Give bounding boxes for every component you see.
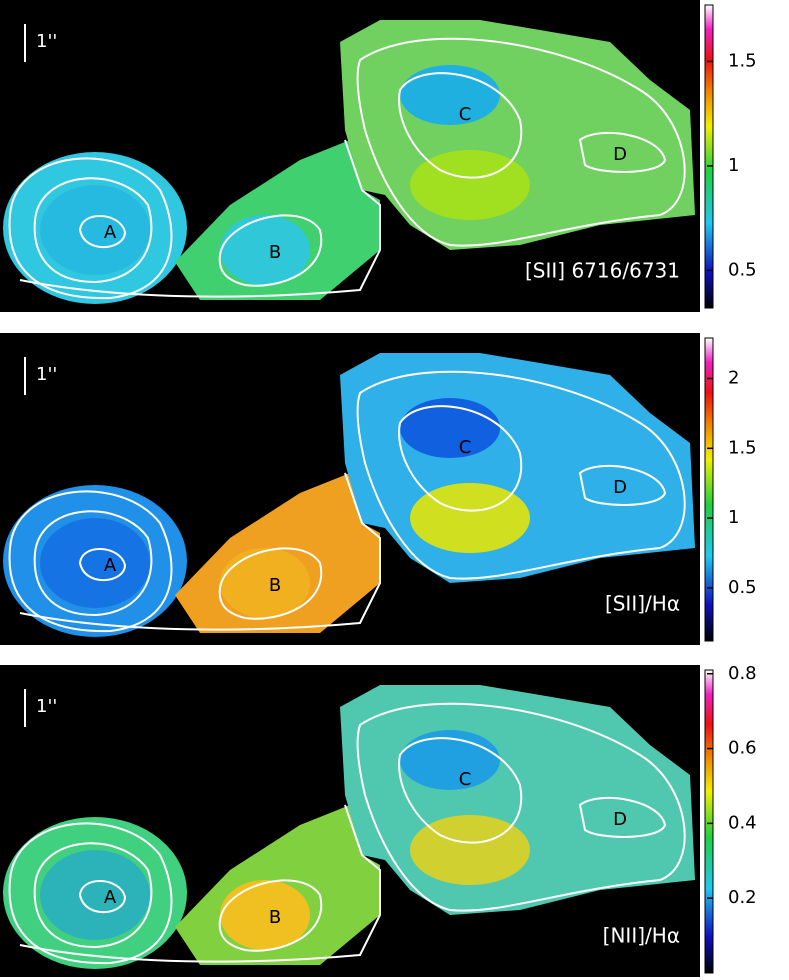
panel-title: [SII]/Hα bbox=[605, 592, 680, 616]
region-label: C bbox=[459, 437, 472, 458]
region-label: A bbox=[104, 222, 117, 243]
colorbar bbox=[704, 337, 714, 642]
colorbar-tick-label: 0.4 bbox=[728, 812, 757, 833]
colorbar-tick-label: 0.8 bbox=[728, 663, 757, 684]
region-label: D bbox=[613, 477, 627, 498]
region-label: B bbox=[269, 242, 281, 263]
panel: 1'' A B C D [NII]/Hα 0.2 0.4 0.6 0.8 bbox=[0, 663, 757, 978]
colorbar-tick-label: 0.5 bbox=[728, 259, 757, 280]
region-label: A bbox=[104, 555, 117, 576]
emission-map bbox=[0, 664, 701, 978]
colorbar-tick-label: 1.5 bbox=[728, 437, 757, 458]
region-label: D bbox=[613, 144, 627, 165]
region-label: A bbox=[104, 887, 117, 908]
emission-map bbox=[0, 332, 701, 646]
region-label: B bbox=[269, 575, 281, 596]
colorbar-tick-label: 0.6 bbox=[728, 738, 757, 759]
colorbar bbox=[704, 4, 714, 309]
panels: 1'' A B C D [SII] 6716/6731 0.5 1 1.5 1'' A B C D [SII… bbox=[0, 0, 757, 978]
panel-title: [NII]/Hα bbox=[603, 924, 680, 948]
colorbar-tick-label: 0.2 bbox=[728, 887, 757, 908]
colorbar bbox=[704, 669, 714, 974]
region-label: D bbox=[613, 809, 627, 830]
panel: 1'' A B C D [SII] 6716/6731 0.5 1 1.5 bbox=[0, 0, 757, 313]
region-label: C bbox=[459, 104, 472, 125]
panel-title: [SII] 6716/6731 bbox=[525, 259, 680, 283]
scale-label: 1'' bbox=[36, 364, 57, 385]
colorbar-tick-label: 1.5 bbox=[728, 50, 757, 71]
colorbar-tick-label: 0.5 bbox=[728, 577, 757, 598]
scale-label: 1'' bbox=[36, 31, 57, 52]
colorbar-tick-label: 1 bbox=[728, 507, 739, 528]
panel: 1'' A B C D [SII]/Hα 0.5 1 1.5 2 bbox=[0, 332, 757, 646]
colorbar-tick-label: 2 bbox=[728, 367, 739, 388]
colorbar-tick-label: 1 bbox=[728, 155, 739, 176]
scale-label: 1'' bbox=[36, 696, 57, 717]
region-label: C bbox=[459, 769, 472, 790]
region-label: B bbox=[269, 907, 281, 928]
